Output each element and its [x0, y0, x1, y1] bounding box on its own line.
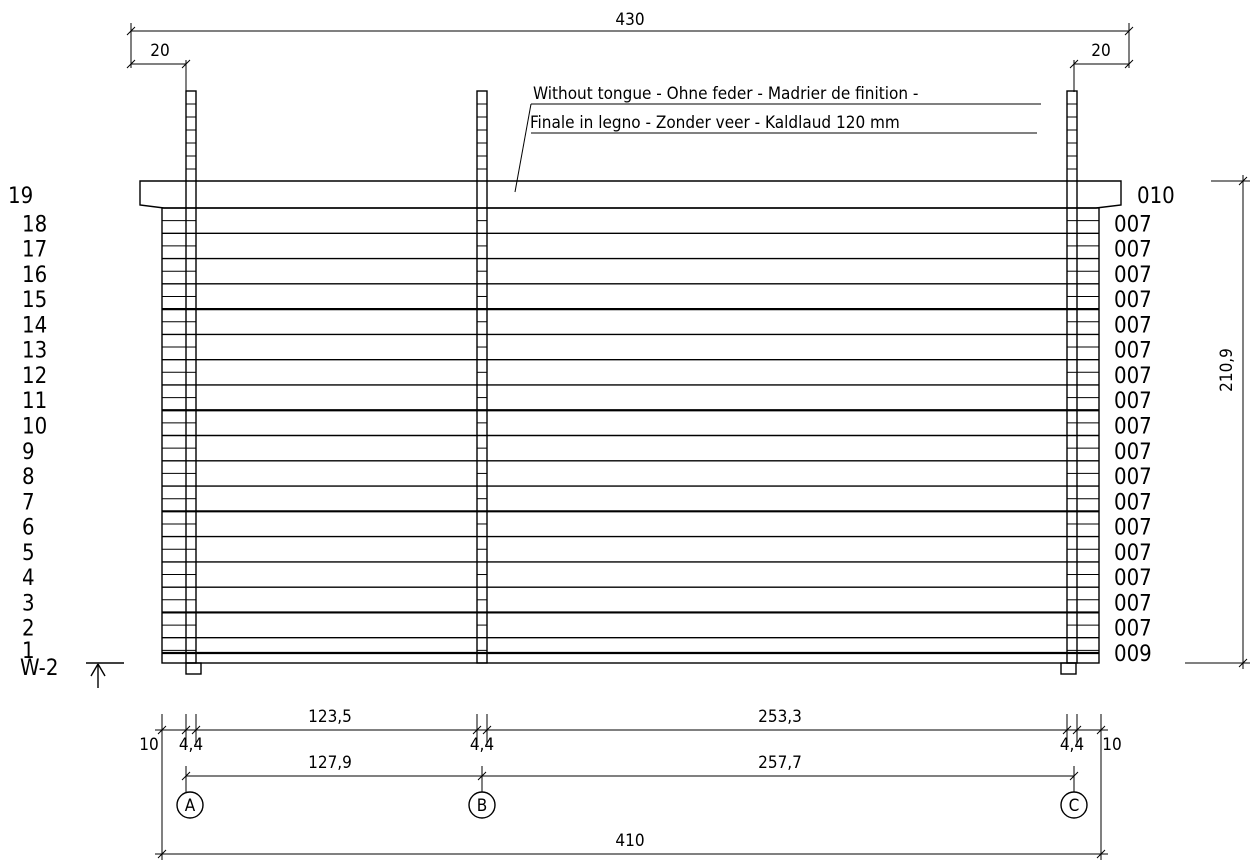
row-code: 007 [1114, 339, 1152, 364]
row-number: 19 [8, 184, 33, 209]
row-number: 2 [22, 617, 35, 642]
note-line-1: Without tongue - Ohne feder - Madrier de… [533, 84, 918, 104]
row-number: 3 [22, 591, 35, 616]
inner-span-2-label: 253,3 [758, 707, 802, 727]
row-code-labels: 0100070070070070070070070070070070070070… [1114, 184, 1175, 667]
top-right-overhang-label: 20 [1091, 41, 1110, 61]
bottom-overall-label: 410 [615, 831, 644, 851]
svg-text:B: B [477, 796, 488, 816]
row-number: 18 [22, 212, 47, 237]
row-number: 17 [22, 238, 47, 263]
post-b [476, 90, 488, 664]
row-code: 007 [1114, 516, 1152, 541]
axis-bubble-b: B [468, 791, 496, 819]
row-number: 11 [22, 389, 47, 414]
wall-label: W-2 [20, 656, 58, 681]
bottom-dimensions: 123,5 253,3 10 10 4,4 4,4 4,4 127,9 257,… [139, 707, 1122, 860]
axis-bubble-c: C [1060, 791, 1088, 819]
post-b-width-label: 4,4 [470, 735, 494, 755]
wall-level-marker: W-2 [20, 656, 124, 688]
row-number: 5 [22, 541, 35, 566]
row-number: 7 [22, 490, 35, 515]
row-code: 007 [1114, 591, 1152, 616]
row-number: 8 [22, 465, 35, 490]
post-a [185, 90, 202, 675]
post-c-width-label: 4,4 [1060, 735, 1084, 755]
svg-text:C: C [1069, 796, 1080, 816]
finishing-board-note: Without tongue - Ohne feder - Madrier de… [514, 84, 1041, 193]
row-code: 007 [1114, 212, 1152, 237]
row-code: 007 [1114, 617, 1152, 642]
height-dimension: 210,9 [1185, 175, 1250, 669]
row-number: 1 [22, 639, 35, 664]
row-code: 009 [1114, 642, 1152, 667]
row-code: 007 [1114, 313, 1152, 338]
axis-bubble-a: A [176, 791, 204, 819]
row-code: 007 [1114, 566, 1152, 591]
row-number: 14 [22, 313, 47, 338]
row-code: 007 [1114, 465, 1152, 490]
row-code: 007 [1114, 263, 1152, 288]
wall-boards [161, 207, 1100, 664]
top-overall-label: 430 [615, 10, 644, 30]
axis-span-1-label: 127,9 [308, 753, 352, 773]
post-tick-marks [162, 103, 1099, 651]
row-code: 007 [1114, 389, 1152, 414]
row-code: 007 [1114, 541, 1152, 566]
svg-text:A: A [185, 796, 196, 816]
post-a-width-label: 4,4 [179, 735, 203, 755]
row-number: 6 [22, 516, 35, 541]
row-code: 007 [1114, 440, 1152, 465]
note-line-2: Finale in legno - Zonder veer - Kaldlaud… [530, 113, 900, 133]
row-code: 007 [1114, 238, 1152, 263]
height-total-label: 210,9 [1217, 348, 1237, 392]
row-code: 007 [1114, 364, 1152, 389]
row-number: 12 [22, 364, 47, 389]
top-left-overhang-label: 20 [150, 41, 169, 61]
axis-span-2-label: 257,7 [758, 753, 802, 773]
top-finishing-board [139, 180, 1122, 209]
row-code: 007 [1114, 415, 1152, 440]
row-code: 007 [1114, 288, 1152, 313]
row-number: 13 [22, 339, 47, 364]
row-number: 9 [22, 440, 35, 465]
post-c [1060, 90, 1078, 675]
row-code: 010 [1137, 184, 1175, 209]
row-number: 16 [22, 263, 47, 288]
row-code: 007 [1114, 490, 1152, 515]
row-number: 10 [22, 415, 47, 440]
row-number: 15 [22, 288, 47, 313]
bottom-left-offset-label: 10 [139, 735, 158, 755]
top-dimension: 430 20 20 [126, 10, 1134, 92]
inner-span-1-label: 123,5 [308, 707, 352, 727]
bottom-right-offset-label: 10 [1102, 735, 1121, 755]
row-number: 4 [22, 566, 35, 591]
